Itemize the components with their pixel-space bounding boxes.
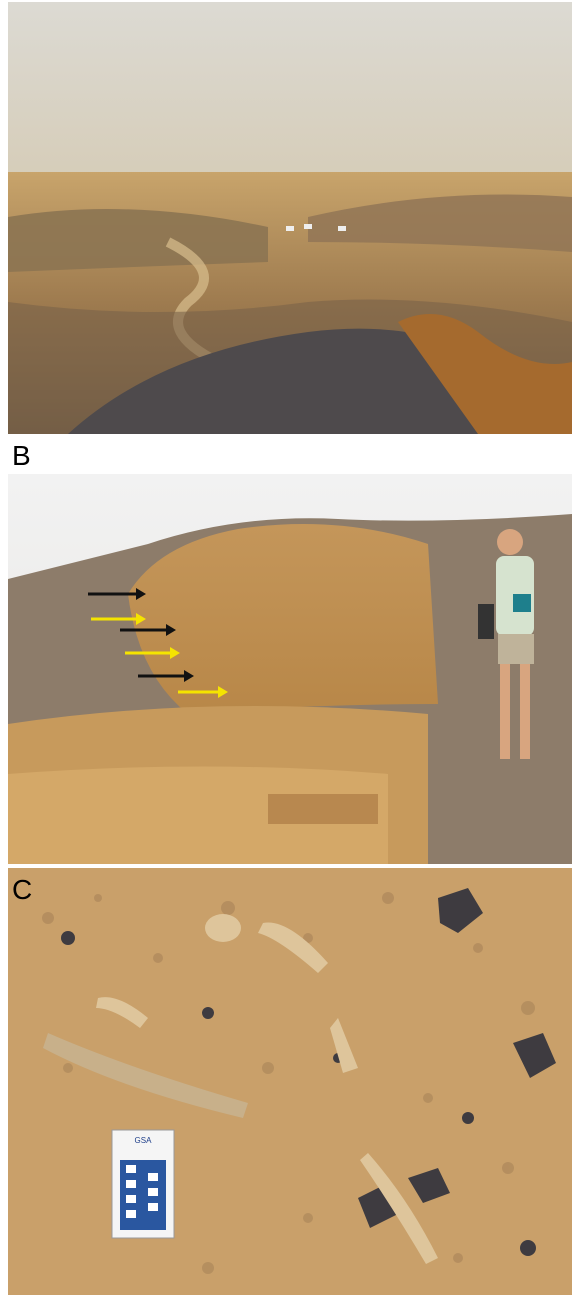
bag xyxy=(513,594,531,612)
panel-label-c: C xyxy=(12,874,33,905)
yellow-arrow xyxy=(125,647,180,659)
black-arrow xyxy=(138,670,194,682)
person-standing xyxy=(478,529,534,759)
jaw-fossil xyxy=(43,1033,248,1118)
sediment-block xyxy=(128,524,438,714)
fossil-bones xyxy=(43,914,438,1264)
panel-c-fossil-surface-photo: GSA xyxy=(8,868,572,1295)
backpack xyxy=(478,604,494,639)
vehicle xyxy=(338,226,346,231)
black-arrow xyxy=(88,588,146,600)
dark-rubble-foreground xyxy=(68,328,478,434)
yellow-arrow xyxy=(178,686,228,698)
panel-label-b: B xyxy=(12,440,31,471)
vehicle xyxy=(286,226,294,231)
yellow-arrow xyxy=(91,613,146,625)
vehicle xyxy=(304,224,312,229)
panel-b-outcrop-photo xyxy=(8,474,572,864)
black-arrow xyxy=(120,624,176,636)
sky xyxy=(8,2,572,177)
panel-a-landscape-photo xyxy=(8,2,572,434)
scale-card-text: GSA xyxy=(135,1136,153,1145)
ochre-slope xyxy=(398,314,572,434)
sediment-layer xyxy=(8,766,388,864)
scale-card: GSA xyxy=(111,1129,175,1239)
